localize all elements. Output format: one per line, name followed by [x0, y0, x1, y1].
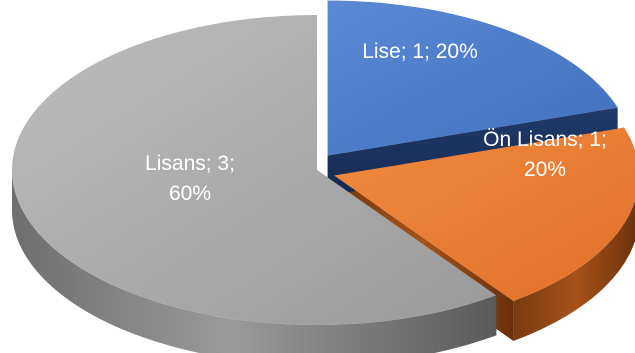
pie-slice-side-1 — [513, 200, 635, 341]
pie-slice-ön-lisans — [334, 127, 635, 301]
pie-slice-lisans — [11, 15, 497, 326]
data-label-lisans: Lisans; 3; 60% — [145, 152, 235, 205]
pie-slice-side-2 — [12, 170, 497, 353]
data-label-ön-lisans: Ön Lisans; 1; 20% — [483, 128, 607, 181]
data-label-lise: Lise; 1; 20% — [362, 40, 478, 63]
pie-slice-lise — [327, 0, 618, 156]
